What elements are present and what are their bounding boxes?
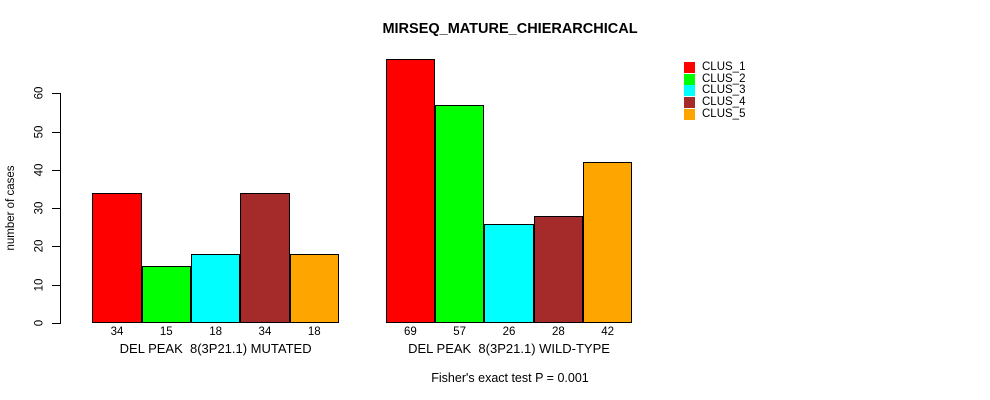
bar-clus_4-group1 (240, 192, 290, 323)
legend-label: CLUS_1 (702, 61, 746, 73)
y-tick-mark (51, 246, 60, 248)
bar-clus_3-group1 (190, 254, 241, 323)
group-label: DEL PEAK 8(3P21.1) WILD-TYPE (408, 341, 610, 356)
chart-title: MIRSEQ_MATURE_CHIERARCHICAL (382, 21, 638, 37)
bar-value-label: 57 (453, 326, 467, 338)
group-label: DEL PEAK 8(3P21.1) MUTATED (119, 341, 312, 356)
y-tick-label: 0 (33, 319, 46, 327)
legend-label: CLUS_5 (702, 107, 746, 120)
y-tick-label: 20 (33, 240, 46, 253)
bar-value-label: 42 (601, 326, 615, 338)
bar-clus_2-group1 (141, 265, 191, 323)
y-tick-label: 10 (33, 278, 46, 292)
y-tick-mark (51, 284, 60, 286)
y-tick-mark (51, 169, 60, 171)
bar-value-label: 34 (110, 326, 124, 338)
y-tick-mark (51, 93, 60, 95)
legend-swatch-icon (684, 62, 695, 73)
bar-clus_1-group2 (385, 58, 436, 323)
y-tick-mark (51, 131, 60, 133)
y-tick-label: 60 (33, 86, 46, 100)
bar-clus_1-group1 (92, 192, 142, 323)
bar-value-label: 18 (209, 326, 223, 338)
bar-clus_4-group2 (533, 215, 584, 323)
legend-swatch-icon (684, 73, 695, 85)
legend-label: CLUS_2 (702, 72, 746, 85)
bar-value-label: 34 (258, 326, 272, 338)
y-tick-mark (51, 208, 60, 210)
y-tick-label: 50 (33, 125, 46, 139)
y-tick-label: 40 (33, 163, 46, 177)
y-tick-mark (51, 323, 60, 324)
bar-value-label: 18 (307, 326, 321, 338)
bar-value-label: 15 (159, 326, 173, 338)
bar-value-label: 26 (502, 326, 516, 338)
bar-clus_5-group2 (583, 162, 633, 323)
bar-clus_3-group2 (484, 223, 534, 323)
legend-swatch-icon (684, 85, 695, 97)
bar-value-label: 28 (551, 326, 565, 338)
legend-label: CLUS_3 (702, 84, 746, 97)
y-axis-line (59, 93, 61, 324)
bar-clus_5-group1 (289, 254, 339, 323)
y-tick-label: 30 (33, 201, 46, 215)
annotation-text: Fisher's exact test P = 0.001 (431, 371, 589, 385)
legend-swatch-icon (684, 97, 695, 109)
legend-label: CLUS_4 (702, 96, 746, 109)
y-axis-title: number of cases (5, 165, 17, 251)
legend-swatch-icon (684, 108, 695, 120)
bar-value-label: 69 (403, 326, 417, 338)
bar-clus_2-group2 (435, 104, 485, 323)
